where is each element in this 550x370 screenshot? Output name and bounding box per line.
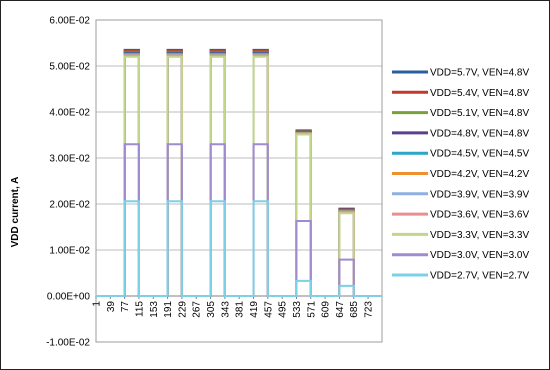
y-tick-labels: 6.00E-02 5.00E-02 4.00E-02 3.00E-02 2.00E-02… <box>46 16 90 349</box>
legend-label: VDD=5.7V, VEN=4.8V <box>430 68 529 79</box>
x-tick-label: 267 <box>192 301 203 318</box>
x-tick-label: 723 <box>364 301 375 318</box>
y-tick-label: 5.00E-02 <box>49 62 90 73</box>
legend-label: VDD=2.7V, VEN=2.7V <box>430 271 529 282</box>
y-tick-label: 3.00E-02 <box>49 154 90 165</box>
x-tick-label: 39 <box>106 301 117 313</box>
legend-label: VDD=3.9V, VEN=3.9V <box>430 189 529 200</box>
x-tick-label: 419 <box>249 301 260 318</box>
x-tick-label: 533 <box>292 301 303 318</box>
legend-item: VDD=4.2V, VEN=4.2V <box>392 169 529 180</box>
legend-label: VDD=4.8V, VEN=4.8V <box>430 128 529 139</box>
legend-label: VDD=4.2V, VEN=4.2V <box>430 169 529 180</box>
x-tick-label: 1 <box>92 301 103 307</box>
y-tick-label: 1.00E-02 <box>49 246 90 257</box>
x-tick-label: 77 <box>120 301 131 313</box>
legend-item: VDD=5.7V, VEN=4.8V <box>392 68 529 79</box>
legend-item: VDD=3.9V, VEN=3.9V <box>392 189 529 200</box>
x-tick-label: 609 <box>321 301 332 318</box>
legend-item: VDD=2.7V, VEN=2.7V <box>392 271 529 282</box>
legend-item: VDD=3.6V, VEN=3.6V <box>392 210 529 221</box>
legend-item: VDD=3.3V, VEN=3.3V <box>392 230 529 241</box>
legend: VDD=5.7V, VEN=4.8V VDD=5.4V, VEN=4.8V VDD=… <box>392 68 529 282</box>
x-tick-label: 457 <box>263 301 274 318</box>
x-tick-label: 153 <box>149 301 160 318</box>
y-tick-label: -1.00E-02 <box>46 338 90 349</box>
legend-item: VDD=4.8V, VEN=4.8V <box>392 128 529 139</box>
series-lines <box>96 48 382 297</box>
legend-label: VDD=4.5V, VEN=4.5V <box>430 149 529 160</box>
legend-item: VDD=5.4V, VEN=4.8V <box>392 88 529 99</box>
legend-item: VDD=3.0V, VEN=3.0V <box>392 250 529 261</box>
legend-label: VDD=3.3V, VEN=3.3V <box>430 230 529 241</box>
x-tick-label: 495 <box>278 301 289 318</box>
plot-area-border <box>95 19 383 343</box>
x-tick-labels: 1 39 77 115 153 191 229 267 305 343 381 419 457 495 53… <box>92 301 375 318</box>
series-line <box>96 200 382 297</box>
y-axis-label: VDD current, A <box>10 177 21 248</box>
x-tick-label: 343 <box>220 301 231 318</box>
legend-item: VDD=5.1V, VEN=4.8V <box>392 108 529 119</box>
legend-label: VDD=3.6V, VEN=3.6V <box>430 210 529 221</box>
y-tick-label: 4.00E-02 <box>49 108 90 119</box>
x-tick-label: 115 <box>134 301 145 317</box>
x-tick-label: 305 <box>206 301 217 318</box>
y-tick-label: 6.00E-02 <box>49 16 90 27</box>
x-tick-label: 381 <box>235 301 246 318</box>
x-tick-label: 229 <box>177 301 188 318</box>
y-tick-label: 0.00E+00 <box>47 292 91 303</box>
legend-item: VDD=4.5V, VEN=4.5V <box>392 149 529 160</box>
x-tick-label: 191 <box>163 301 174 318</box>
x-tick-label: 571 <box>306 301 317 318</box>
x-tick-label: 685 <box>349 301 360 318</box>
y-tick-label: 2.00E-02 <box>49 200 90 211</box>
legend-label: VDD=5.1V, VEN=4.8V <box>430 108 529 119</box>
legend-label: VDD=3.0V, VEN=3.0V <box>430 250 529 261</box>
x-tick-label: 647 <box>335 301 346 318</box>
legend-label: VDD=5.4V, VEN=4.8V <box>430 88 529 99</box>
